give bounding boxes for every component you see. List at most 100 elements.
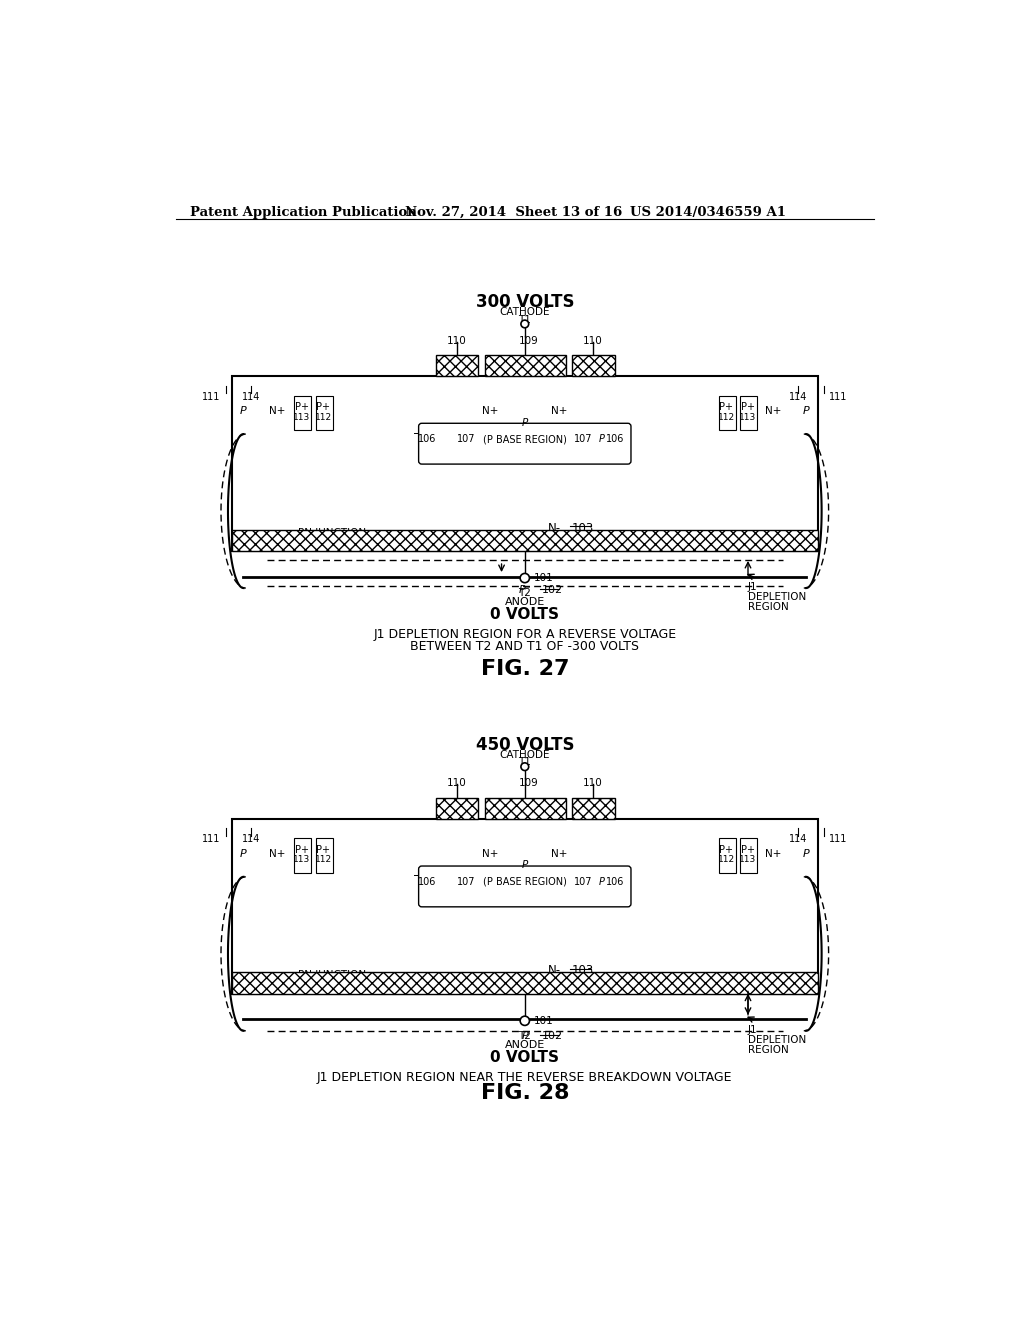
Text: CATHODE: CATHODE [500,308,550,317]
Bar [740,838,758,873]
Text: P+: P+ [295,403,308,412]
Text: 0 VOLTS: 0 VOLTS [490,607,559,622]
Text: 103: 103 [571,964,594,977]
Text: BETWEEN T2 AND T1 OF -300 VOLTS: BETWEEN T2 AND T1 OF -300 VOLTS [411,640,639,653]
Text: N+: N+ [552,849,568,859]
Text: 102: 102 [542,585,563,595]
Text: US 2014/0346559 A1: US 2014/0346559 A1 [630,206,786,219]
Bar [435,797,478,818]
Bar [315,838,333,873]
Text: 113: 113 [739,413,757,421]
FancyBboxPatch shape [419,424,631,465]
Bar [294,838,311,873]
Text: 110: 110 [583,779,603,788]
Bar [231,376,818,552]
Text: N-: N- [548,521,561,535]
Bar [572,797,614,818]
Text: (P BASE REGION): (P BASE REGION) [483,434,566,444]
Text: N+: N+ [765,849,781,859]
Text: J1: J1 [748,582,758,591]
Text: P+: P+ [741,403,755,412]
Text: 109: 109 [519,779,539,788]
Text: PN JUNCTION: PN JUNCTION [298,970,366,981]
Text: 101: 101 [535,1016,554,1026]
Bar [484,355,566,376]
Text: 112: 112 [314,413,332,421]
Text: T2: T2 [518,589,531,598]
Bar [719,838,735,873]
Text: (P BASE REGION): (P BASE REGION) [483,876,566,887]
Text: ANODE: ANODE [505,1040,545,1049]
Text: P: P [521,861,528,870]
Text: ANODE: ANODE [505,598,545,607]
Text: 110: 110 [446,335,467,346]
Bar [315,396,333,430]
Bar [294,396,311,430]
Text: 111: 111 [202,834,220,845]
Text: P+: P+ [719,403,733,412]
Text: P+: P+ [295,845,308,855]
Text: 110: 110 [446,779,467,788]
Text: REGION: REGION [748,602,788,612]
Text: 102: 102 [542,1031,563,1041]
Text: P+: P+ [316,403,331,412]
Text: P: P [521,1031,528,1041]
Bar [719,396,735,430]
Text: P: P [803,849,810,859]
Text: P: P [240,849,247,859]
Text: 101: 101 [535,573,554,583]
Bar [484,797,566,818]
Text: PN JUNCTION: PN JUNCTION [298,528,366,537]
Text: N+: N+ [481,407,498,416]
Circle shape [521,763,528,771]
Text: 113: 113 [739,855,757,865]
Text: N+: N+ [481,849,498,859]
Text: P: P [240,407,247,416]
Text: 107: 107 [457,434,475,444]
Bar [231,529,818,552]
FancyBboxPatch shape [419,866,631,907]
Text: 300 VOLTS: 300 VOLTS [475,293,574,312]
Text: 106: 106 [605,876,624,887]
Circle shape [520,1016,529,1026]
Text: J1: J1 [298,539,307,549]
Text: 114: 114 [790,834,808,845]
Text: T1: T1 [518,314,531,325]
Text: 106: 106 [418,876,436,887]
Text: N+: N+ [765,407,781,416]
Text: 112: 112 [718,413,735,421]
Text: 107: 107 [574,434,593,444]
Text: 106: 106 [605,434,624,444]
Text: 0 VOLTS: 0 VOLTS [490,1051,559,1065]
Text: N+: N+ [268,407,285,416]
Bar [740,396,758,430]
Text: 111: 111 [829,392,848,401]
Text: J1 DEPLETION REGION FOR A REVERSE VOLTAGE: J1 DEPLETION REGION FOR A REVERSE VOLTAG… [373,628,677,642]
Text: 450 VOLTS: 450 VOLTS [475,737,574,754]
Text: 109: 109 [519,335,539,346]
Text: 112: 112 [718,855,735,865]
Text: 107: 107 [457,876,475,887]
Text: N+: N+ [552,407,568,416]
Text: 114: 114 [242,834,260,845]
Text: P: P [521,417,528,428]
Text: FIG. 27: FIG. 27 [480,659,569,678]
Text: P: P [599,434,605,444]
Bar [435,355,478,376]
Circle shape [520,573,529,582]
Bar [572,355,614,376]
Text: 110: 110 [583,335,603,346]
Circle shape [521,321,528,327]
Text: N-: N- [548,964,561,977]
Text: DEPLETION: DEPLETION [748,591,806,602]
Text: J1: J1 [748,1024,758,1035]
Text: N+: N+ [268,849,285,859]
Text: P: P [599,876,605,887]
Text: P: P [803,407,810,416]
Text: 111: 111 [202,392,220,401]
Text: DEPLETION: DEPLETION [748,1035,806,1044]
Text: T2: T2 [518,1031,531,1040]
Text: 113: 113 [293,855,310,865]
Text: 114: 114 [242,392,260,401]
Text: P+: P+ [719,845,733,855]
